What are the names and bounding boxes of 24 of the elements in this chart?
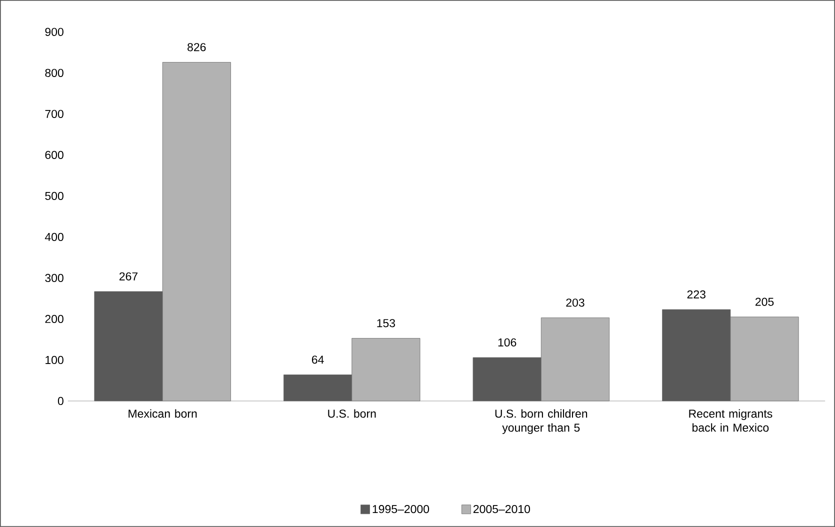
data-label: 203 [566,298,584,307]
y-tick-label: 100 [46,356,64,364]
y-tick-label: 400 [44,232,64,242]
y-tick-label: 200 [45,314,64,324]
x-tick-label: Recent migrants back in Mexico [689,409,772,432]
data-label: 223 [687,290,706,299]
data-label: 64 [312,356,324,364]
y-tick-label: 800 [45,68,64,78]
legend-label: 1995–2000 [372,505,430,514]
y-tick-label: 700 [45,110,64,118]
data-label: 205 [756,298,774,306]
legend-label: 2005–2010 [473,505,530,514]
y-tick-label: 500 [45,192,64,200]
x-tick-label: U.S. born [328,409,376,418]
data-label: 826 [188,43,206,52]
data-label: 267 [119,272,138,280]
y-tick-label: 300 [45,274,64,282]
y-tick-label: 900 [45,28,64,36]
x-tick-label: U.S. born children younger than 5 [495,409,588,434]
data-label: 106 [498,338,516,347]
y-tick-label: 0 [58,396,64,406]
data-label: 153 [377,319,396,328]
y-tick-label: 600 [45,150,64,160]
x-tick-label: Mexican born [128,409,197,418]
